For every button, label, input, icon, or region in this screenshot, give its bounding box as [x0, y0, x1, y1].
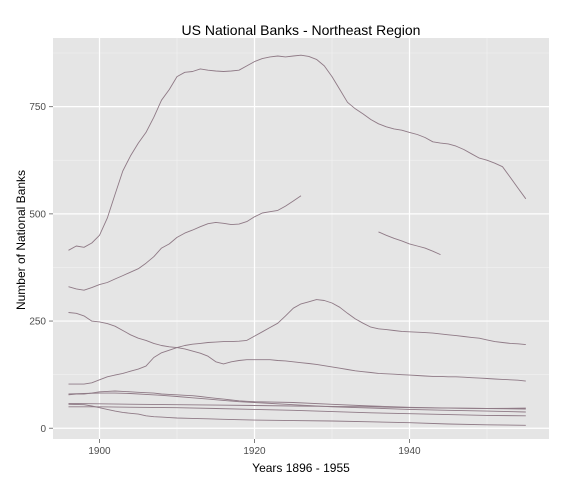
series-line-2 — [68, 195, 302, 291]
series-line-3 — [378, 231, 441, 256]
series-line-1 — [68, 54, 527, 251]
minor-gridlines — [53, 38, 549, 439]
x-tick-label: 1900 — [88, 446, 111, 457]
y-tick-label: 0 — [40, 424, 46, 435]
x-tick-label: 1920 — [243, 446, 266, 457]
series-lines — [68, 54, 527, 426]
chart-title: US National Banks - Northeast Region — [182, 22, 421, 38]
series-line-9 — [68, 406, 526, 417]
axis-ticks: 0 250 500 750 1900 1920 1940 — [29, 102, 421, 457]
y-axis-label: Number of National Banks — [14, 170, 28, 310]
series-line-7 — [68, 392, 526, 413]
series-line-5 — [68, 299, 526, 385]
x-axis-label: Years 1896 - 1955 — [252, 461, 350, 475]
plot-panel — [53, 38, 549, 439]
y-tick-label: 250 — [29, 317, 46, 328]
y-tick-label: 750 — [29, 102, 46, 113]
x-tick-label: 1940 — [398, 446, 421, 457]
series-line-8 — [68, 402, 526, 409]
series-line-4 — [68, 312, 526, 382]
y-tick-label: 500 — [29, 209, 46, 220]
series-line-10 — [68, 403, 526, 426]
major-gridlines — [53, 38, 549, 439]
series-line-6 — [68, 390, 526, 410]
